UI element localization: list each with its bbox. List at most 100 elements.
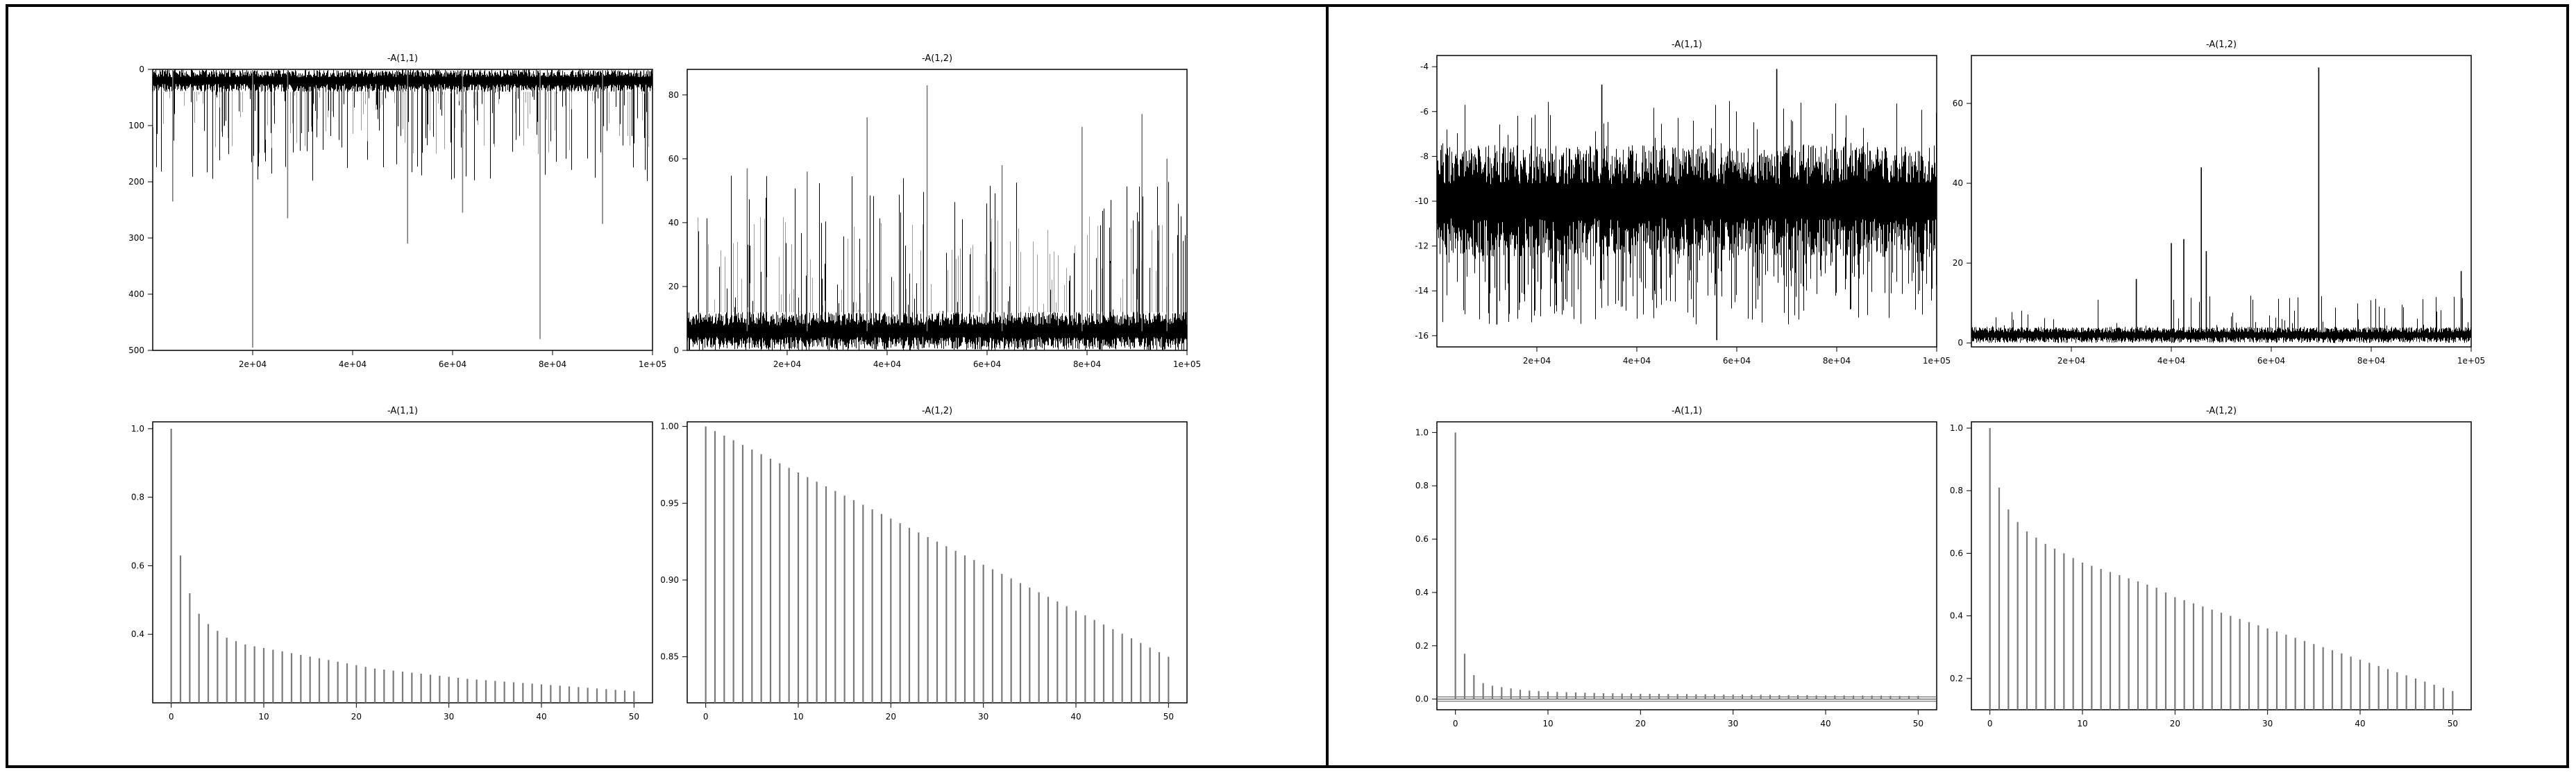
- plot-frame: [1971, 55, 2472, 348]
- chart-title: -A(1,1): [1672, 40, 1702, 50]
- chart-R_acf_12: -A(1,2) 0 10 20 30 40 50 0.2 0.4 0.6 0.8 1.0: [1950, 406, 2472, 728]
- x-tick-label: 1e+05: [1923, 356, 1951, 366]
- chart-title: -A(1,1): [387, 53, 418, 64]
- plot-frame: [687, 69, 1188, 351]
- x-tick-label: 20: [2170, 719, 2180, 728]
- x-tick-label: 0: [169, 712, 174, 722]
- x-tick-label: 4e+04: [2157, 356, 2185, 366]
- y-tick-label: 1.0: [131, 424, 144, 434]
- chart-R_trace_12: -A(1,2) 2e+04 4e+04 6e+04 8e+04 1e+05 0 20 40 60: [1953, 40, 2485, 366]
- x-tick-label: 20: [351, 712, 362, 722]
- y-tick-label: -16: [1415, 331, 1429, 341]
- y-tick-label: 0: [139, 65, 144, 74]
- y-tick-label: 0.6: [1415, 534, 1429, 544]
- x-tick-label: 2e+04: [1523, 356, 1551, 366]
- y-tick-label: -6: [1420, 107, 1429, 117]
- y-tick-label: -4: [1420, 62, 1429, 71]
- x-tick-label: 50: [2448, 719, 2458, 728]
- x-tick-label: 6e+04: [1723, 356, 1751, 366]
- y-tick-label: 100: [128, 121, 144, 130]
- y-tick-label: 80: [668, 90, 679, 100]
- x-tick-label: 4e+04: [1623, 356, 1651, 366]
- y-tick-label: 300: [128, 233, 144, 243]
- chart-L_acf_12: -A(1,2) 0 10 20 30 40 50 0.85 0.90 0.95 1.00: [660, 406, 1188, 722]
- y-tick-label: 0.2: [1950, 674, 1963, 683]
- y-tick-label: 200: [128, 177, 144, 187]
- x-tick-label: 2e+04: [239, 359, 267, 369]
- y-tick-label: 0.0: [1415, 694, 1429, 704]
- x-tick-label: 40: [536, 712, 546, 722]
- y-tick-label: 0.4: [1415, 588, 1429, 597]
- x-tick-label: 1e+05: [639, 359, 666, 369]
- chart-L_trace_12: -A(1,2) 2e+04 4e+04 6e+04 8e+04 1e+05 0 20 40 60 8…: [668, 53, 1201, 369]
- x-tick-label: 2e+04: [773, 359, 801, 369]
- chart-title: -A(1,2): [922, 406, 952, 416]
- x-tick-label: 30: [2262, 719, 2273, 728]
- y-tick-label: 0.8: [1950, 486, 1963, 495]
- x-tick-label: 30: [1728, 719, 1738, 728]
- y-tick-label: 400: [128, 289, 144, 299]
- x-tick-label: 6e+04: [973, 359, 1001, 369]
- x-tick-label: 50: [1913, 719, 1923, 728]
- chart-title: -A(1,1): [387, 406, 418, 416]
- x-tick-label: 8e+04: [1823, 356, 1851, 366]
- y-tick-label: 0.8: [1415, 481, 1429, 491]
- y-tick-label: 0.4: [1950, 611, 1963, 621]
- y-tick-label: 0: [1958, 338, 1963, 348]
- x-tick-label: 0: [1987, 719, 1993, 728]
- y-tick-label: 0.85: [660, 652, 679, 662]
- plot-frame: [1436, 421, 1937, 710]
- y-tick-label: 0.2: [1415, 641, 1429, 651]
- y-tick-label: 0.6: [131, 561, 144, 570]
- y-tick-label: -14: [1415, 286, 1429, 296]
- x-tick-label: 10: [2077, 719, 2087, 728]
- chart-title: -A(1,2): [2206, 406, 2237, 416]
- trace-series-light: [153, 92, 649, 155]
- x-tick-label: 10: [1542, 719, 1553, 728]
- y-tick-label: -8: [1420, 151, 1429, 161]
- x-tick-label: 30: [444, 712, 454, 722]
- trace-series-light: [698, 216, 1173, 312]
- x-tick-label: 6e+04: [2257, 356, 2285, 366]
- x-tick-label: 4e+04: [339, 359, 367, 369]
- x-tick-label: 4e+04: [873, 359, 901, 369]
- x-tick-label: 0: [703, 712, 709, 722]
- y-tick-label: 40: [668, 218, 679, 228]
- trace-series: [153, 69, 653, 181]
- y-tick-label: 20: [668, 282, 679, 291]
- x-tick-label: 2e+04: [2057, 356, 2085, 366]
- x-tick-label: 20: [886, 712, 896, 722]
- plot-frame: [152, 69, 653, 351]
- trace-series: [1971, 296, 2471, 343]
- y-tick-label: 0: [673, 346, 679, 355]
- chart-L_acf_11: -A(1,1) 0 10 20 30 40 50 0.4 0.6 0.8 1.0: [131, 406, 653, 722]
- chart-title: -A(1,1): [1672, 406, 1702, 416]
- x-tick-label: 10: [258, 712, 269, 722]
- x-tick-label: 10: [793, 712, 803, 722]
- x-tick-label: 40: [1070, 712, 1081, 722]
- x-tick-label: 1e+05: [2457, 356, 2485, 366]
- y-tick-label: 20: [1953, 258, 1963, 268]
- x-tick-label: 50: [1163, 712, 1174, 722]
- x-tick-label: 6e+04: [439, 359, 466, 369]
- y-tick-label: 0.4: [131, 629, 144, 639]
- chart-title: -A(1,2): [922, 53, 952, 64]
- chart-title: -A(1,2): [2206, 40, 2237, 50]
- x-tick-label: 8e+04: [539, 359, 566, 369]
- y-tick-label: -12: [1415, 241, 1429, 251]
- charts-layer: -A(1,1)2e+04 4e+04 6e+04 8e+04 1e+0501002003…: [128, 40, 2485, 728]
- y-tick-label: 0.95: [660, 498, 679, 508]
- y-tick-label: 60: [1953, 99, 1963, 108]
- y-tick-label: 40: [1953, 178, 1963, 188]
- y-tick-label: 1.0: [1415, 427, 1429, 437]
- x-tick-label: 1e+05: [1173, 359, 1201, 369]
- x-tick-label: 40: [2355, 719, 2365, 728]
- y-tick-label: -10: [1415, 196, 1429, 206]
- trace-series: [1437, 101, 1937, 325]
- x-tick-label: 0: [1453, 719, 1458, 728]
- y-tick-label: 1.0: [1950, 423, 1963, 433]
- y-tick-label: 0.6: [1950, 548, 1963, 558]
- y-tick-label: 500: [128, 346, 144, 355]
- x-tick-label: 8e+04: [1073, 359, 1101, 369]
